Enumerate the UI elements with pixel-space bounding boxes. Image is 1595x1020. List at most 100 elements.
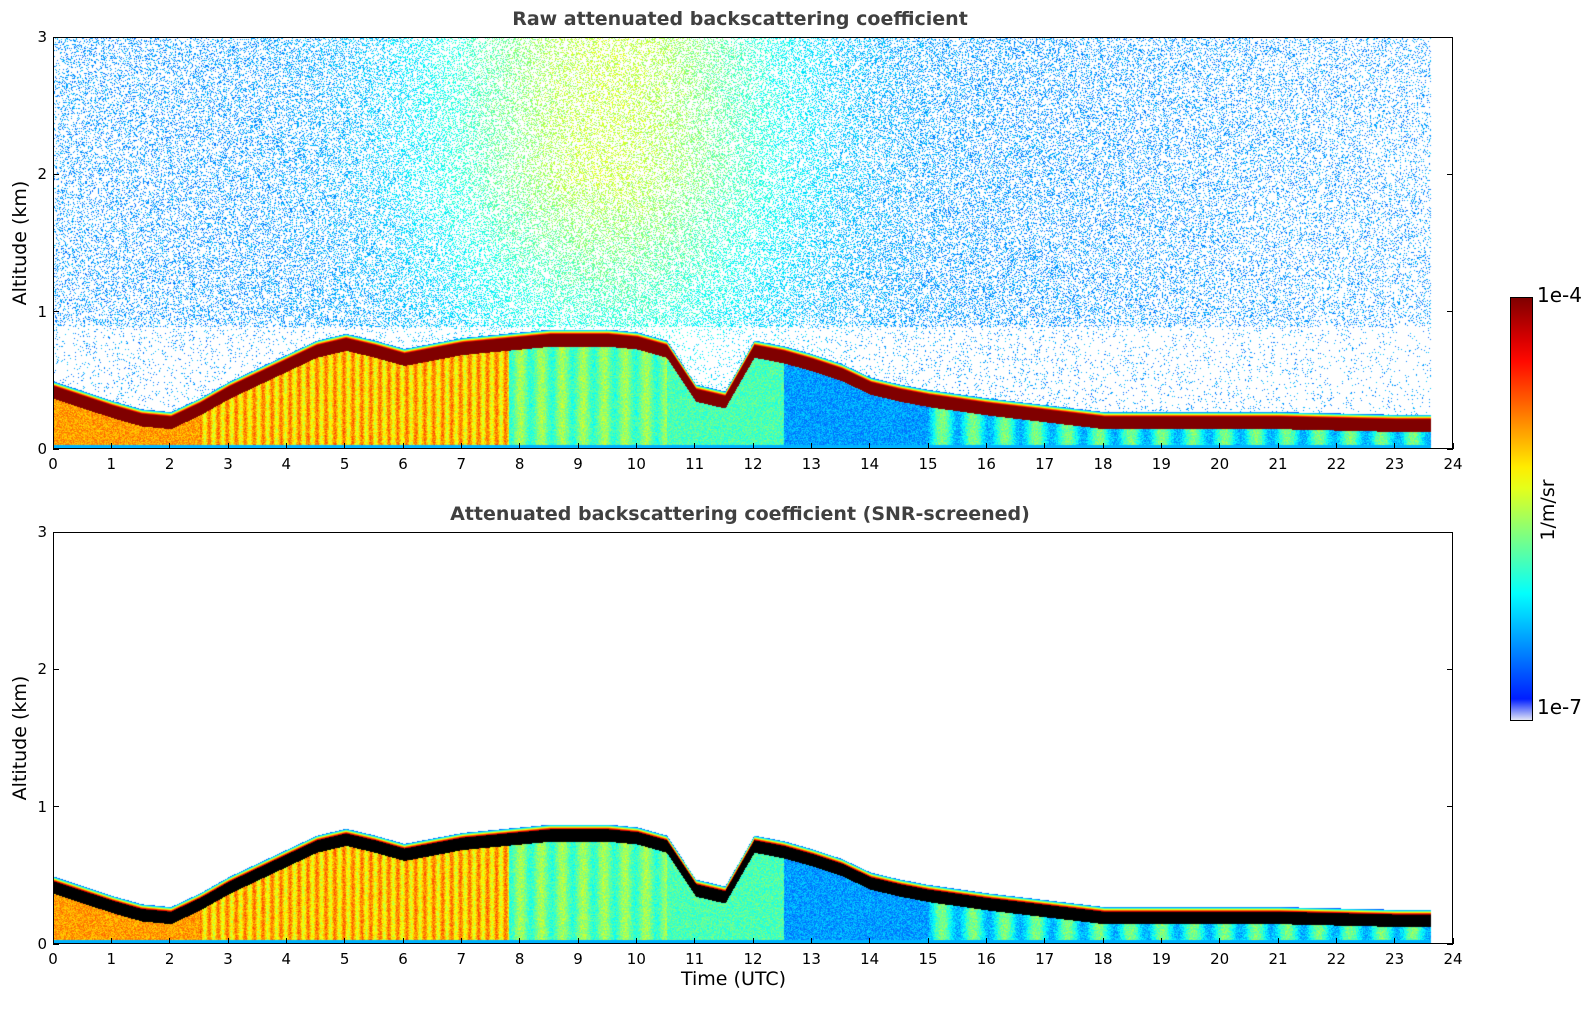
x-tick-label: 1 — [106, 950, 117, 968]
colorbar-max-label: 1e-4 — [1537, 283, 1582, 307]
x-tick-mark — [227, 938, 229, 944]
x-tick-mark — [285, 938, 288, 944]
x-tick-label: 9 — [573, 455, 583, 473]
x-tick-label: 7 — [456, 950, 467, 968]
x-tick-label: 24 — [1443, 455, 1463, 473]
x-tick-mark — [1044, 938, 1046, 944]
x-tick-label: 6 — [398, 455, 408, 473]
x-tick-mark — [694, 938, 696, 944]
x-tick-mark — [519, 938, 521, 944]
x-tick-label: 0 — [48, 455, 58, 473]
x-tick-label: 18 — [1093, 455, 1113, 473]
x-tick-mark — [1160, 443, 1163, 449]
x-tick-mark — [869, 443, 871, 449]
raw-backscatter-plot — [53, 37, 1453, 449]
x-tick-mark — [227, 443, 229, 449]
x-tick-label: 15 — [918, 455, 938, 473]
x-tick-mark — [752, 443, 754, 449]
x-tick-label: 2 — [164, 455, 175, 473]
x-tick-label: 4 — [281, 950, 292, 968]
raw-heatmap — [54, 38, 1452, 448]
x-tick-label: 22 — [1326, 455, 1346, 473]
x-tick-mark — [985, 443, 988, 449]
y-tick-mark — [1447, 311, 1453, 313]
x-tick-label: 21 — [1268, 455, 1288, 473]
x-tick-mark — [810, 938, 813, 944]
x-tick-label: 7 — [456, 455, 467, 473]
x-tick-mark — [1219, 938, 1221, 944]
x-tick-label: 13 — [801, 950, 821, 968]
x-tick-label: 0 — [48, 950, 58, 968]
y-tick-label: 2 — [37, 660, 47, 679]
y-tick-mark — [1447, 448, 1453, 450]
x-tick-mark — [402, 938, 404, 944]
x-tick-label: 21 — [1268, 950, 1288, 968]
x-tick-label: 12 — [743, 455, 763, 473]
x-tick-mark — [1219, 443, 1221, 449]
x-tick-label: 11 — [685, 950, 705, 968]
y-tick-label: 3 — [37, 523, 47, 541]
y-tick-label: 2 — [37, 165, 47, 184]
x-tick-mark — [344, 938, 346, 944]
x-tick-mark — [1394, 938, 1396, 944]
x-tick-mark — [110, 938, 113, 944]
x-tick-label: 14 — [860, 950, 880, 968]
y-tick-mark — [1447, 36, 1453, 38]
x-tick-mark — [344, 443, 346, 449]
x-tick-mark — [635, 443, 638, 449]
x-tick-label: 23 — [1385, 455, 1405, 473]
x-tick-mark — [810, 443, 813, 449]
x-tick-label: 17 — [1035, 455, 1055, 473]
y-tick-label: 3 — [37, 28, 47, 46]
x-tick-mark — [52, 938, 54, 944]
colorbar-unit-label: 1/m/sr — [1537, 479, 1559, 541]
x-tick-mark — [460, 443, 463, 449]
x-tick-mark — [1102, 938, 1104, 944]
x-tick-mark — [460, 938, 463, 944]
x-tick-mark — [1452, 443, 1454, 449]
y-tick-mark — [53, 668, 59, 671]
x-tick-label: 5 — [339, 950, 350, 968]
x-tick-mark — [1044, 443, 1046, 449]
x-tick-label: 15 — [918, 950, 938, 968]
x-tick-mark — [577, 938, 579, 944]
x-tick-mark — [1335, 443, 1338, 449]
x-tick-label: 2 — [164, 950, 175, 968]
x-tick-mark — [927, 938, 929, 944]
x-tick-label: 22 — [1326, 950, 1346, 968]
x-tick-label: 18 — [1093, 950, 1113, 968]
x-tick-label: 6 — [398, 950, 408, 968]
x-tick-mark — [1277, 443, 1279, 449]
x-tick-label: 20 — [1210, 950, 1230, 968]
y-tick-mark — [53, 806, 59, 808]
x-tick-label: 10 — [626, 950, 646, 968]
y-tick-mark — [53, 36, 59, 38]
x-tick-mark — [927, 443, 929, 449]
x-tick-mark — [1277, 938, 1279, 944]
x-tick-mark — [519, 443, 521, 449]
snr-panel-title: Attenuated backscattering coefficient (S… — [450, 503, 1030, 525]
x-tick-label: 16 — [976, 455, 996, 473]
x-axis-label: Time (UTC) — [681, 968, 787, 990]
x-tick-mark — [402, 443, 404, 449]
y-tick-mark — [1447, 943, 1453, 945]
colorbar-min-label: 1e-7 — [1537, 695, 1582, 719]
y-tick-label: 1 — [37, 797, 47, 816]
y-tick-label: 0 — [37, 440, 47, 458]
x-tick-label: 9 — [573, 950, 583, 968]
x-tick-label: 19 — [1151, 950, 1171, 968]
x-tick-label: 16 — [976, 950, 996, 968]
x-tick-label: 23 — [1385, 950, 1405, 968]
raw-y-axis-label: Altitude (km) — [9, 180, 31, 306]
y-tick-label: 1 — [37, 302, 47, 321]
snr-backscatter-plot — [53, 532, 1453, 944]
y-tick-mark — [1447, 173, 1453, 176]
x-tick-mark — [1335, 938, 1338, 944]
y-tick-mark — [1447, 806, 1453, 808]
x-tick-label: 24 — [1443, 950, 1463, 968]
x-tick-mark — [285, 443, 288, 449]
x-tick-mark — [752, 938, 754, 944]
x-tick-label: 5 — [339, 455, 350, 473]
x-tick-label: 13 — [801, 455, 821, 473]
x-tick-mark — [1394, 443, 1396, 449]
